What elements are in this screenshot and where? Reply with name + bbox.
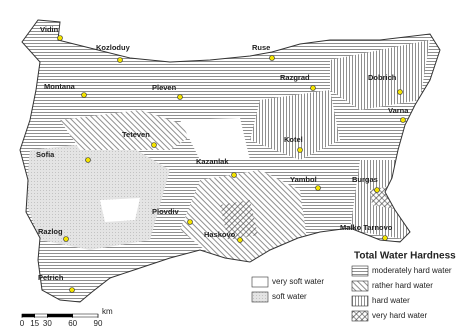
legend-swatch xyxy=(351,310,369,322)
city-marker xyxy=(397,89,403,95)
legend-label: moderately hard water xyxy=(372,266,452,275)
city-marker xyxy=(237,237,243,243)
scale-label: 15 xyxy=(30,319,39,328)
city-marker xyxy=(117,57,123,63)
legend-swatch xyxy=(251,291,269,303)
scale-segment xyxy=(21,313,35,318)
city-label: Dobrich xyxy=(368,73,397,82)
city-label: Kozloduy xyxy=(96,43,131,52)
city-label: Burgas xyxy=(352,175,378,184)
city-label: Vidin xyxy=(40,25,59,34)
city-label: Ruse xyxy=(252,43,270,52)
legend-swatch xyxy=(251,276,269,288)
city-label: Plovdiv xyxy=(152,207,180,216)
city-marker xyxy=(400,117,406,123)
city-marker xyxy=(374,187,380,193)
legend-label: hard water xyxy=(372,296,410,305)
scale-label: 30 xyxy=(43,319,52,328)
legend-swatch xyxy=(351,295,369,307)
scale-segment xyxy=(72,313,99,318)
city-marker xyxy=(81,92,87,98)
city-marker xyxy=(151,142,157,148)
city-label: Malko Tarnovo xyxy=(340,223,393,232)
city-marker xyxy=(269,55,275,61)
city-label: Teteven xyxy=(122,130,150,139)
scale-label: 0 xyxy=(20,319,25,328)
city-label: Razlog xyxy=(38,227,63,236)
scale-segment xyxy=(34,313,48,318)
city-label: Kazanlak xyxy=(196,157,229,166)
scale-segment xyxy=(47,313,73,318)
city-marker xyxy=(63,236,69,242)
legend-swatch xyxy=(351,265,369,277)
city-label: Sofia xyxy=(36,150,55,159)
legend-swatch xyxy=(351,280,369,292)
city-label: Razgrad xyxy=(280,73,310,82)
city-label: Varna xyxy=(388,106,409,115)
city-marker xyxy=(231,172,237,178)
scale-label: 60 xyxy=(68,319,77,328)
city-label: Pleven xyxy=(152,83,177,92)
city-marker xyxy=(382,235,388,241)
city-marker xyxy=(57,35,63,41)
city-marker xyxy=(297,147,303,153)
city-label: Kotel xyxy=(284,135,303,144)
city-marker xyxy=(69,287,75,293)
city-marker xyxy=(315,185,321,191)
city-label: Haskovo xyxy=(204,230,236,239)
city-marker xyxy=(177,94,183,100)
city-marker xyxy=(187,219,193,225)
scale-label: 90 xyxy=(94,319,103,328)
legend-label: very hard water xyxy=(372,311,427,320)
city-marker xyxy=(310,85,316,91)
legend-label: rather hard water xyxy=(372,281,433,290)
scale-unit: km xyxy=(102,307,113,316)
city-label: Montana xyxy=(44,82,76,91)
legend-label: very soft water xyxy=(272,277,324,286)
legend-title: Total Water Hardness xyxy=(354,251,456,262)
city-marker xyxy=(85,157,91,163)
city-label: Petrich xyxy=(38,273,64,282)
city-label: Yambol xyxy=(290,175,317,184)
legend-label: soft water xyxy=(272,292,307,301)
